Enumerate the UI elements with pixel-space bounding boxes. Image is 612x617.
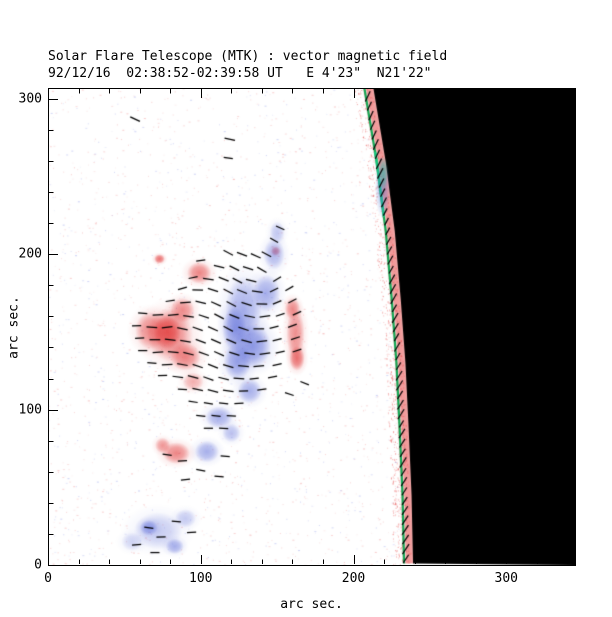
x-tick-label: 300 bbox=[494, 571, 518, 586]
y-tick-label: 0 bbox=[34, 557, 42, 573]
x-tick-label: 100 bbox=[189, 571, 213, 586]
x-tick-label: 200 bbox=[341, 571, 366, 586]
y-tick-label: 200 bbox=[18, 246, 42, 262]
x-axis-label: arc sec. bbox=[280, 597, 343, 612]
chart-title: Solar Flare Telescope (MTK) : vector mag… bbox=[48, 49, 448, 64]
chart-subtitle: 92/12/16 02:38:52-02:39:58 UT E 4'23" N2… bbox=[48, 66, 432, 81]
y-tick-label: 100 bbox=[18, 402, 42, 418]
y-axis-label: arc sec. bbox=[6, 296, 22, 359]
x-tick-label: 0 bbox=[44, 571, 52, 586]
magnetogram-plot-area bbox=[48, 88, 575, 565]
y-tick-label: 300 bbox=[18, 91, 42, 107]
plot-border bbox=[48, 88, 576, 566]
